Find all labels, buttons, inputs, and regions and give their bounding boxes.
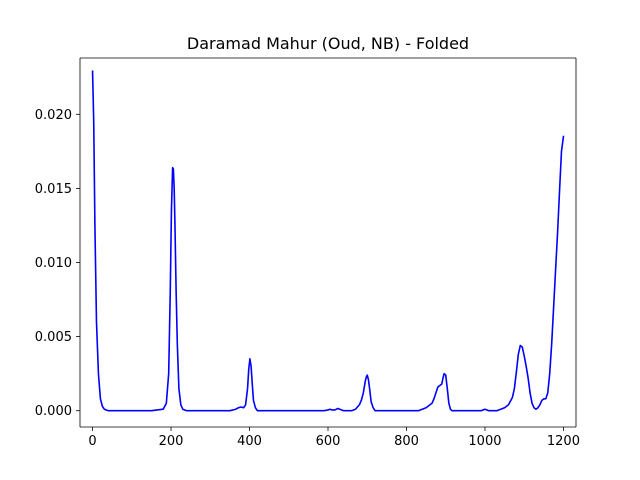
x-tick-label: 400	[237, 434, 262, 449]
plot-area: 0 200 400 600 800 1000 1200 0.000 0.005 0.010 0.01…	[35, 57, 580, 449]
chart-title: Daramad Mahur (Oud, NB) - Folded	[187, 34, 469, 53]
y-tick-label: 0.015	[35, 182, 72, 197]
x-tick-label: 1200	[547, 434, 580, 449]
y-tick-label: 0.020	[35, 108, 72, 123]
y-tick-label: 0.005	[35, 330, 72, 345]
x-tick-label: 600	[316, 434, 341, 449]
x-tick-label: 200	[159, 434, 184, 449]
series-line-0	[91, 70, 565, 412]
y-tick-label: 0.010	[35, 256, 72, 271]
x-tick-label: 800	[394, 434, 419, 449]
x-tick-label: 1000	[468, 434, 501, 449]
y-tick-label: 0.000	[35, 404, 72, 419]
x-tick-label: 0	[88, 434, 96, 449]
